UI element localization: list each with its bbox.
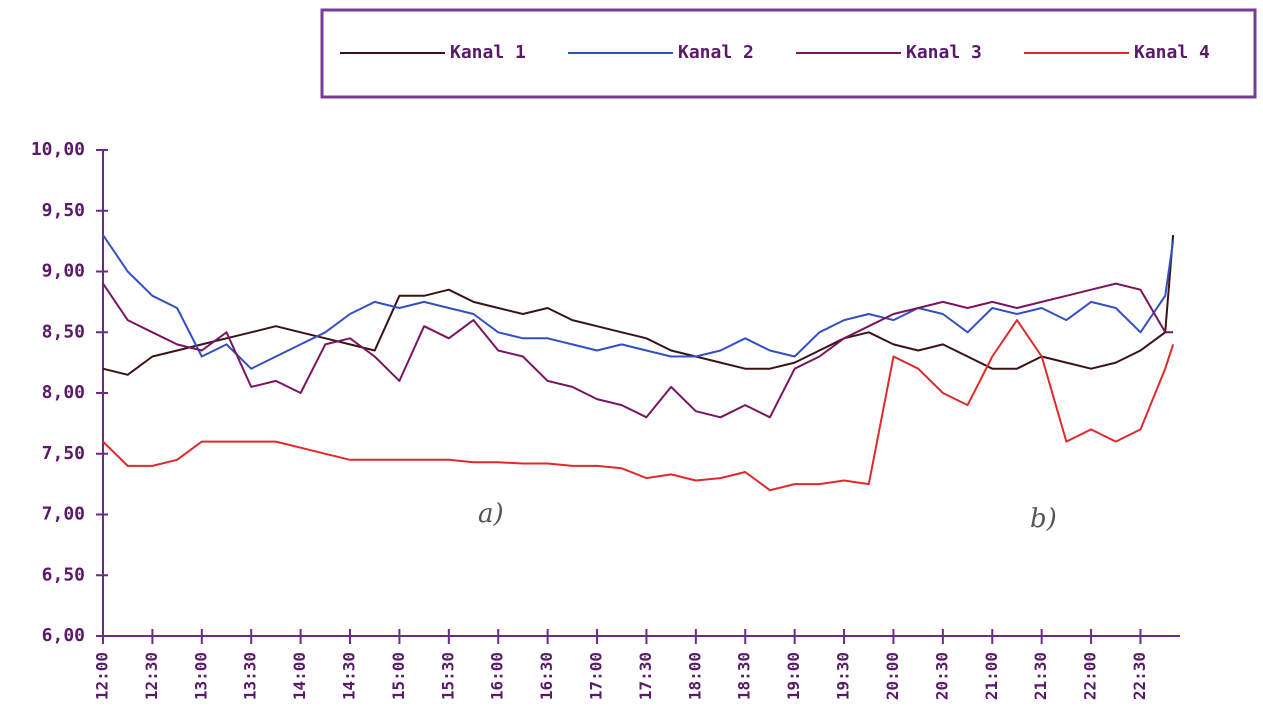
x-tick-label: 22:00 [1081,652,1100,700]
y-tick-label: 8,50 [42,321,85,342]
x-tick-label: 14:30 [340,652,359,700]
series-line [102,234,1175,376]
x-tick-label: 19:30 [834,652,853,700]
x-tick-label: 12:30 [142,652,161,700]
annotation: b) [1030,504,1057,534]
y-tick-label: 6,00 [42,625,85,646]
y-tick-label: 7,00 [42,504,85,525]
legend-label: Kanal 2 [678,42,754,63]
legend-label: Kanal 3 [906,42,982,63]
x-tick-label: 19:00 [784,652,803,700]
x-tick-label: 17:30 [636,652,655,700]
x-tick-label: 15:30 [438,652,457,700]
x-tick-label: 20:00 [883,652,902,700]
x-tick-label: 13:00 [191,652,210,700]
annotation: a) [478,499,504,529]
y-tick-label: 9,00 [42,261,85,282]
x-tick-label: 21:00 [982,652,1001,700]
x-tick-label: 17:00 [587,652,606,700]
legend-box [320,8,1257,99]
series-line [102,234,1175,370]
y-tick-label: 8,00 [42,382,85,403]
x-tick-label: 13:30 [241,652,260,700]
x-tick-label: 18:30 [735,652,754,700]
series-line [102,282,1174,419]
y-tick-label: 7,50 [42,443,85,464]
x-tick-label: 15:00 [389,652,408,700]
x-tick-label: 18:00 [685,652,704,700]
x-tick-label: 16:00 [488,652,507,700]
x-tick-label: 16:30 [537,652,556,700]
x-tick-label: 21:30 [1031,652,1050,700]
legend-label: Kanal 4 [1134,42,1210,63]
x-tick-label: 12:00 [93,652,112,700]
series-line [102,319,1175,492]
x-tick-label: 20:30 [932,652,951,700]
x-tick-label: 22:30 [1130,652,1149,700]
y-tick-label: 9,50 [42,200,85,221]
legend-label: Kanal 1 [450,42,526,63]
x-tick-label: 14:00 [290,652,309,700]
y-tick-label: 6,50 [42,564,85,585]
y-tick-label: 10,00 [31,139,85,160]
